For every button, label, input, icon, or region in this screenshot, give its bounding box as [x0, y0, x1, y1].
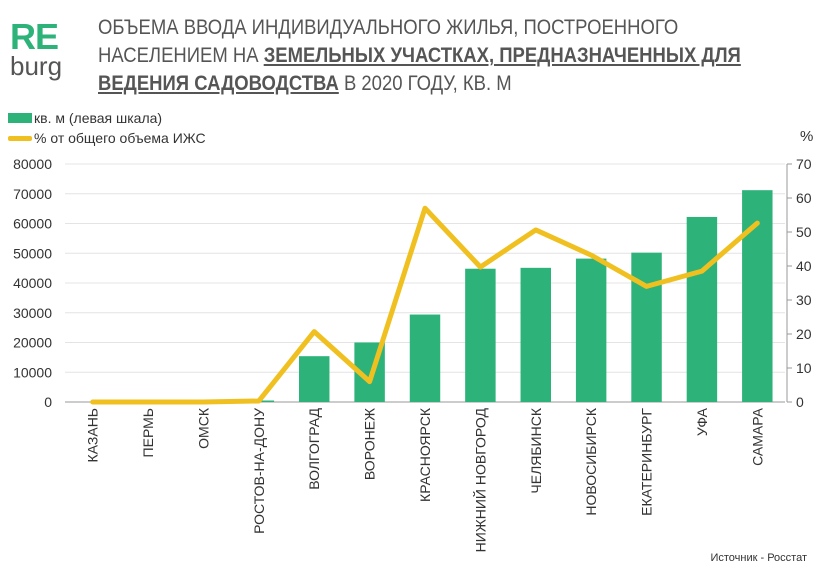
- category-label: НОВОСИБИРСК: [583, 407, 599, 515]
- legend-item-line: % от общего объема ИЖС: [8, 128, 206, 148]
- legend-label-line: % от общего объема ИЖС: [34, 130, 206, 146]
- right-tick-label: 30: [796, 292, 812, 308]
- title-part2: ЗЕМЕЛЬНЫХ УЧАСТКАХ, ПРЕДНАЗНАЧЕННЫХ ДЛЯ …: [98, 44, 741, 95]
- title-part3: В 2020 ГОДУ, КВ. М: [338, 72, 512, 95]
- title-part1: ОБЪЕМА ВВОДА ИНДИВИДУАЛЬНОГО ЖИЛЬЯ, ПОСТ…: [98, 16, 679, 67]
- right-tick-label: 20: [796, 326, 812, 342]
- category-label: КАЗАНЬ: [85, 408, 101, 462]
- bar: [575, 258, 607, 402]
- category-label: ЕКАТЕРИНБУРГ: [639, 408, 655, 516]
- logo: RE burg: [10, 16, 63, 81]
- left-tick-label: 0: [44, 394, 52, 410]
- left-tick-label: 80000: [13, 156, 52, 172]
- right-tick-label: 60: [796, 190, 812, 206]
- logo-re: RE: [10, 16, 59, 57]
- bar: [631, 252, 662, 402]
- legend: кв. м (левая шкала) % от общего объема И…: [8, 108, 206, 148]
- bar: [520, 267, 551, 402]
- source: Источник - Росстат: [710, 552, 807, 564]
- legend-swatch-line: [8, 135, 32, 141]
- bar: [299, 356, 330, 402]
- category-label: ПЕРМЬ: [140, 408, 156, 457]
- right-tick-label: 40: [796, 258, 812, 274]
- category-label: ЧЕЛЯБИНСК: [528, 407, 544, 493]
- legend-item-bar: кв. м (левая шкала): [8, 108, 206, 128]
- logo-burg: burg: [10, 51, 63, 81]
- category-label: РОСТОВ-НА-ДОНУ: [251, 408, 267, 534]
- category-label: ВОЛГОГРАД: [306, 407, 322, 489]
- category-label: ВОРОНЕЖ: [362, 408, 378, 480]
- bar: [686, 216, 718, 402]
- category-label: ОМСК: [195, 407, 211, 449]
- bar: [465, 268, 496, 402]
- left-tick-label: 20000: [13, 335, 52, 351]
- left-tick-label: 60000: [13, 216, 52, 232]
- bar: [409, 314, 441, 402]
- right-tick-label: 50: [796, 224, 812, 240]
- left-tick-label: 30000: [13, 305, 52, 321]
- right-tick-label: 70: [796, 156, 812, 172]
- category-label: УФА: [694, 407, 710, 436]
- category-label: КРАСНОЯРСК: [417, 407, 433, 502]
- chart-title: ОБЪЕМА ВВОДА ИНДИВИДУАЛЬНОГО ЖИЛЬЯ, ПОСТ…: [98, 14, 793, 98]
- category-label: САМАРА: [749, 407, 765, 466]
- legend-label-bar: кв. м (левая шкала): [34, 110, 163, 126]
- left-tick-label: 10000: [13, 364, 52, 380]
- right-tick-label: 0: [796, 394, 804, 410]
- category-label: НИЖНИЙ НОВГОРОД: [471, 407, 488, 552]
- left-tick-label: 70000: [13, 186, 52, 202]
- left-tick-label: 40000: [13, 275, 52, 291]
- right-axis-label: %: [800, 128, 814, 145]
- right-tick-label: 10: [796, 360, 812, 376]
- legend-swatch-bar: [8, 113, 32, 123]
- left-tick-label: 50000: [13, 245, 52, 261]
